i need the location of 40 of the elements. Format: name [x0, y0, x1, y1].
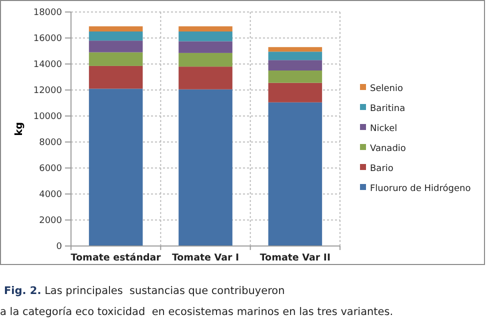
- y-tick-label: 8000: [39, 138, 62, 148]
- bar: [88, 52, 143, 66]
- y-tick-label: 6000: [39, 164, 62, 174]
- y-tick-label: 16000: [33, 34, 62, 44]
- x-tick-label: Tomate Var I: [172, 252, 240, 264]
- bar: [178, 26, 232, 32]
- bar: [268, 82, 322, 102]
- y-tick-label: 18000: [33, 8, 62, 18]
- y-tick-label: 14000: [33, 60, 62, 70]
- legend-label: Selenio: [370, 84, 404, 94]
- bar: [178, 52, 232, 67]
- legend-label: Bario: [370, 164, 394, 174]
- caption: Fig. 2. Las principales sustancias que contribuyeron: [4, 285, 285, 297]
- x-tick-label: Tomate estándar: [70, 252, 162, 264]
- bar: [88, 66, 143, 89]
- bar: [268, 47, 322, 52]
- y-tick-label: 10000: [33, 112, 62, 122]
- legend-label: Fluoruro de Hidrógeno: [370, 183, 472, 194]
- bar: [178, 41, 232, 53]
- x-tick-label: Tomate Var II: [260, 252, 330, 264]
- bar: [88, 26, 143, 32]
- bar: [178, 66, 232, 90]
- bar: [268, 70, 322, 83]
- y-tick-label: 2000: [39, 216, 62, 226]
- legend-label: Vanadio: [370, 144, 406, 154]
- text: a la categoría eco toxicidad en ecosistemas marinos en las tres variantes.: [0, 306, 394, 318]
- bar: [88, 88, 143, 246]
- bar: [268, 102, 322, 246]
- y-tick-label: 12000: [33, 86, 62, 96]
- bar: [268, 60, 322, 70]
- legend-label: Baritina: [370, 104, 406, 114]
- y-tick-label: 4000: [39, 190, 62, 200]
- y-tick-label: 0: [56, 242, 62, 252]
- bar: [178, 89, 232, 246]
- bar: [88, 40, 143, 52]
- bar: [268, 52, 322, 60]
- legend-label: Nickel: [370, 124, 398, 134]
- bar: [88, 32, 143, 41]
- bar: [178, 32, 232, 42]
- y-axis-title: kg: [14, 122, 25, 136]
